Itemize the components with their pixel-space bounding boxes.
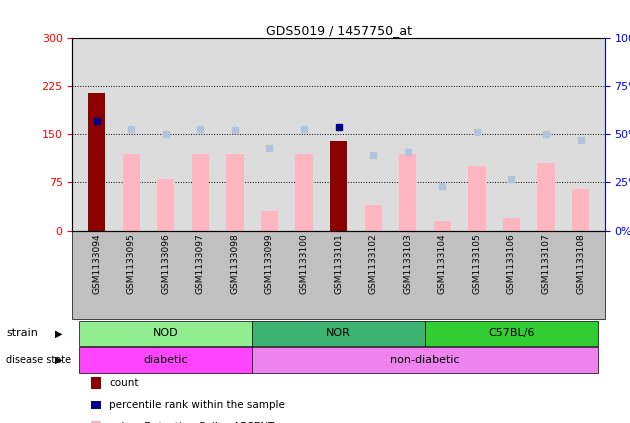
Text: count: count bbox=[109, 378, 139, 388]
Bar bbox=[157, 179, 175, 231]
Title: GDS5019 / 1457750_at: GDS5019 / 1457750_at bbox=[266, 24, 411, 37]
Text: non-diabetic: non-diabetic bbox=[390, 355, 460, 365]
Bar bbox=[399, 154, 416, 231]
Text: NOR: NOR bbox=[326, 328, 351, 338]
Text: diabetic: diabetic bbox=[144, 355, 188, 365]
Bar bbox=[88, 93, 105, 231]
Bar bbox=[503, 218, 520, 231]
Text: ▶: ▶ bbox=[55, 355, 63, 365]
Bar bbox=[365, 205, 382, 231]
Bar bbox=[468, 166, 486, 231]
Bar bbox=[433, 221, 451, 231]
Bar bbox=[537, 163, 554, 231]
Bar bbox=[192, 154, 209, 231]
Bar bbox=[226, 154, 244, 231]
Text: ▶: ▶ bbox=[55, 328, 63, 338]
Bar bbox=[572, 189, 589, 231]
Text: value, Detection Call = ABSENT: value, Detection Call = ABSENT bbox=[109, 422, 275, 423]
Bar bbox=[123, 154, 140, 231]
Bar bbox=[330, 141, 347, 231]
Text: percentile rank within the sample: percentile rank within the sample bbox=[109, 400, 285, 410]
Text: strain: strain bbox=[6, 328, 38, 338]
Bar bbox=[295, 154, 312, 231]
Text: C57BL/6: C57BL/6 bbox=[488, 328, 535, 338]
Text: disease state: disease state bbox=[6, 355, 71, 365]
Bar bbox=[261, 212, 278, 231]
Text: NOD: NOD bbox=[153, 328, 178, 338]
